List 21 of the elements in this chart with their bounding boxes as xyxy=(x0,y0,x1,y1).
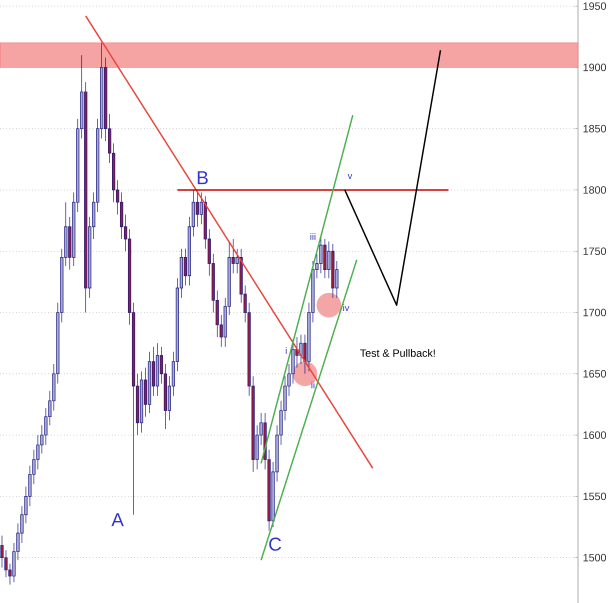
annotation: v xyxy=(348,174,352,179)
annotation: Test & Pullback! xyxy=(360,349,435,357)
y-tick-label: 1600 xyxy=(584,431,606,439)
y-tick-label: 1650 xyxy=(584,370,606,378)
annotation: iv xyxy=(343,304,350,312)
y-tick-label: 1500 xyxy=(584,554,606,562)
annotation: ii xyxy=(311,381,314,388)
annotation: B xyxy=(198,171,208,184)
candlestick xyxy=(0,535,4,568)
y-tick-label: 1700 xyxy=(584,308,606,316)
y-tick-label: 1800 xyxy=(584,186,606,194)
y-tick-label: 1850 xyxy=(584,124,606,132)
y-tick-label: 1550 xyxy=(584,492,606,500)
y-tick-label: 1750 xyxy=(584,247,606,256)
y-tick-label: 1900 xyxy=(584,64,606,72)
annotation: C xyxy=(269,538,282,551)
annotation: i xyxy=(286,347,287,354)
annotation: A xyxy=(111,513,124,526)
y-tick-label: 1950 xyxy=(584,2,606,10)
candlestick xyxy=(196,192,199,228)
annotation: iii xyxy=(310,233,316,240)
